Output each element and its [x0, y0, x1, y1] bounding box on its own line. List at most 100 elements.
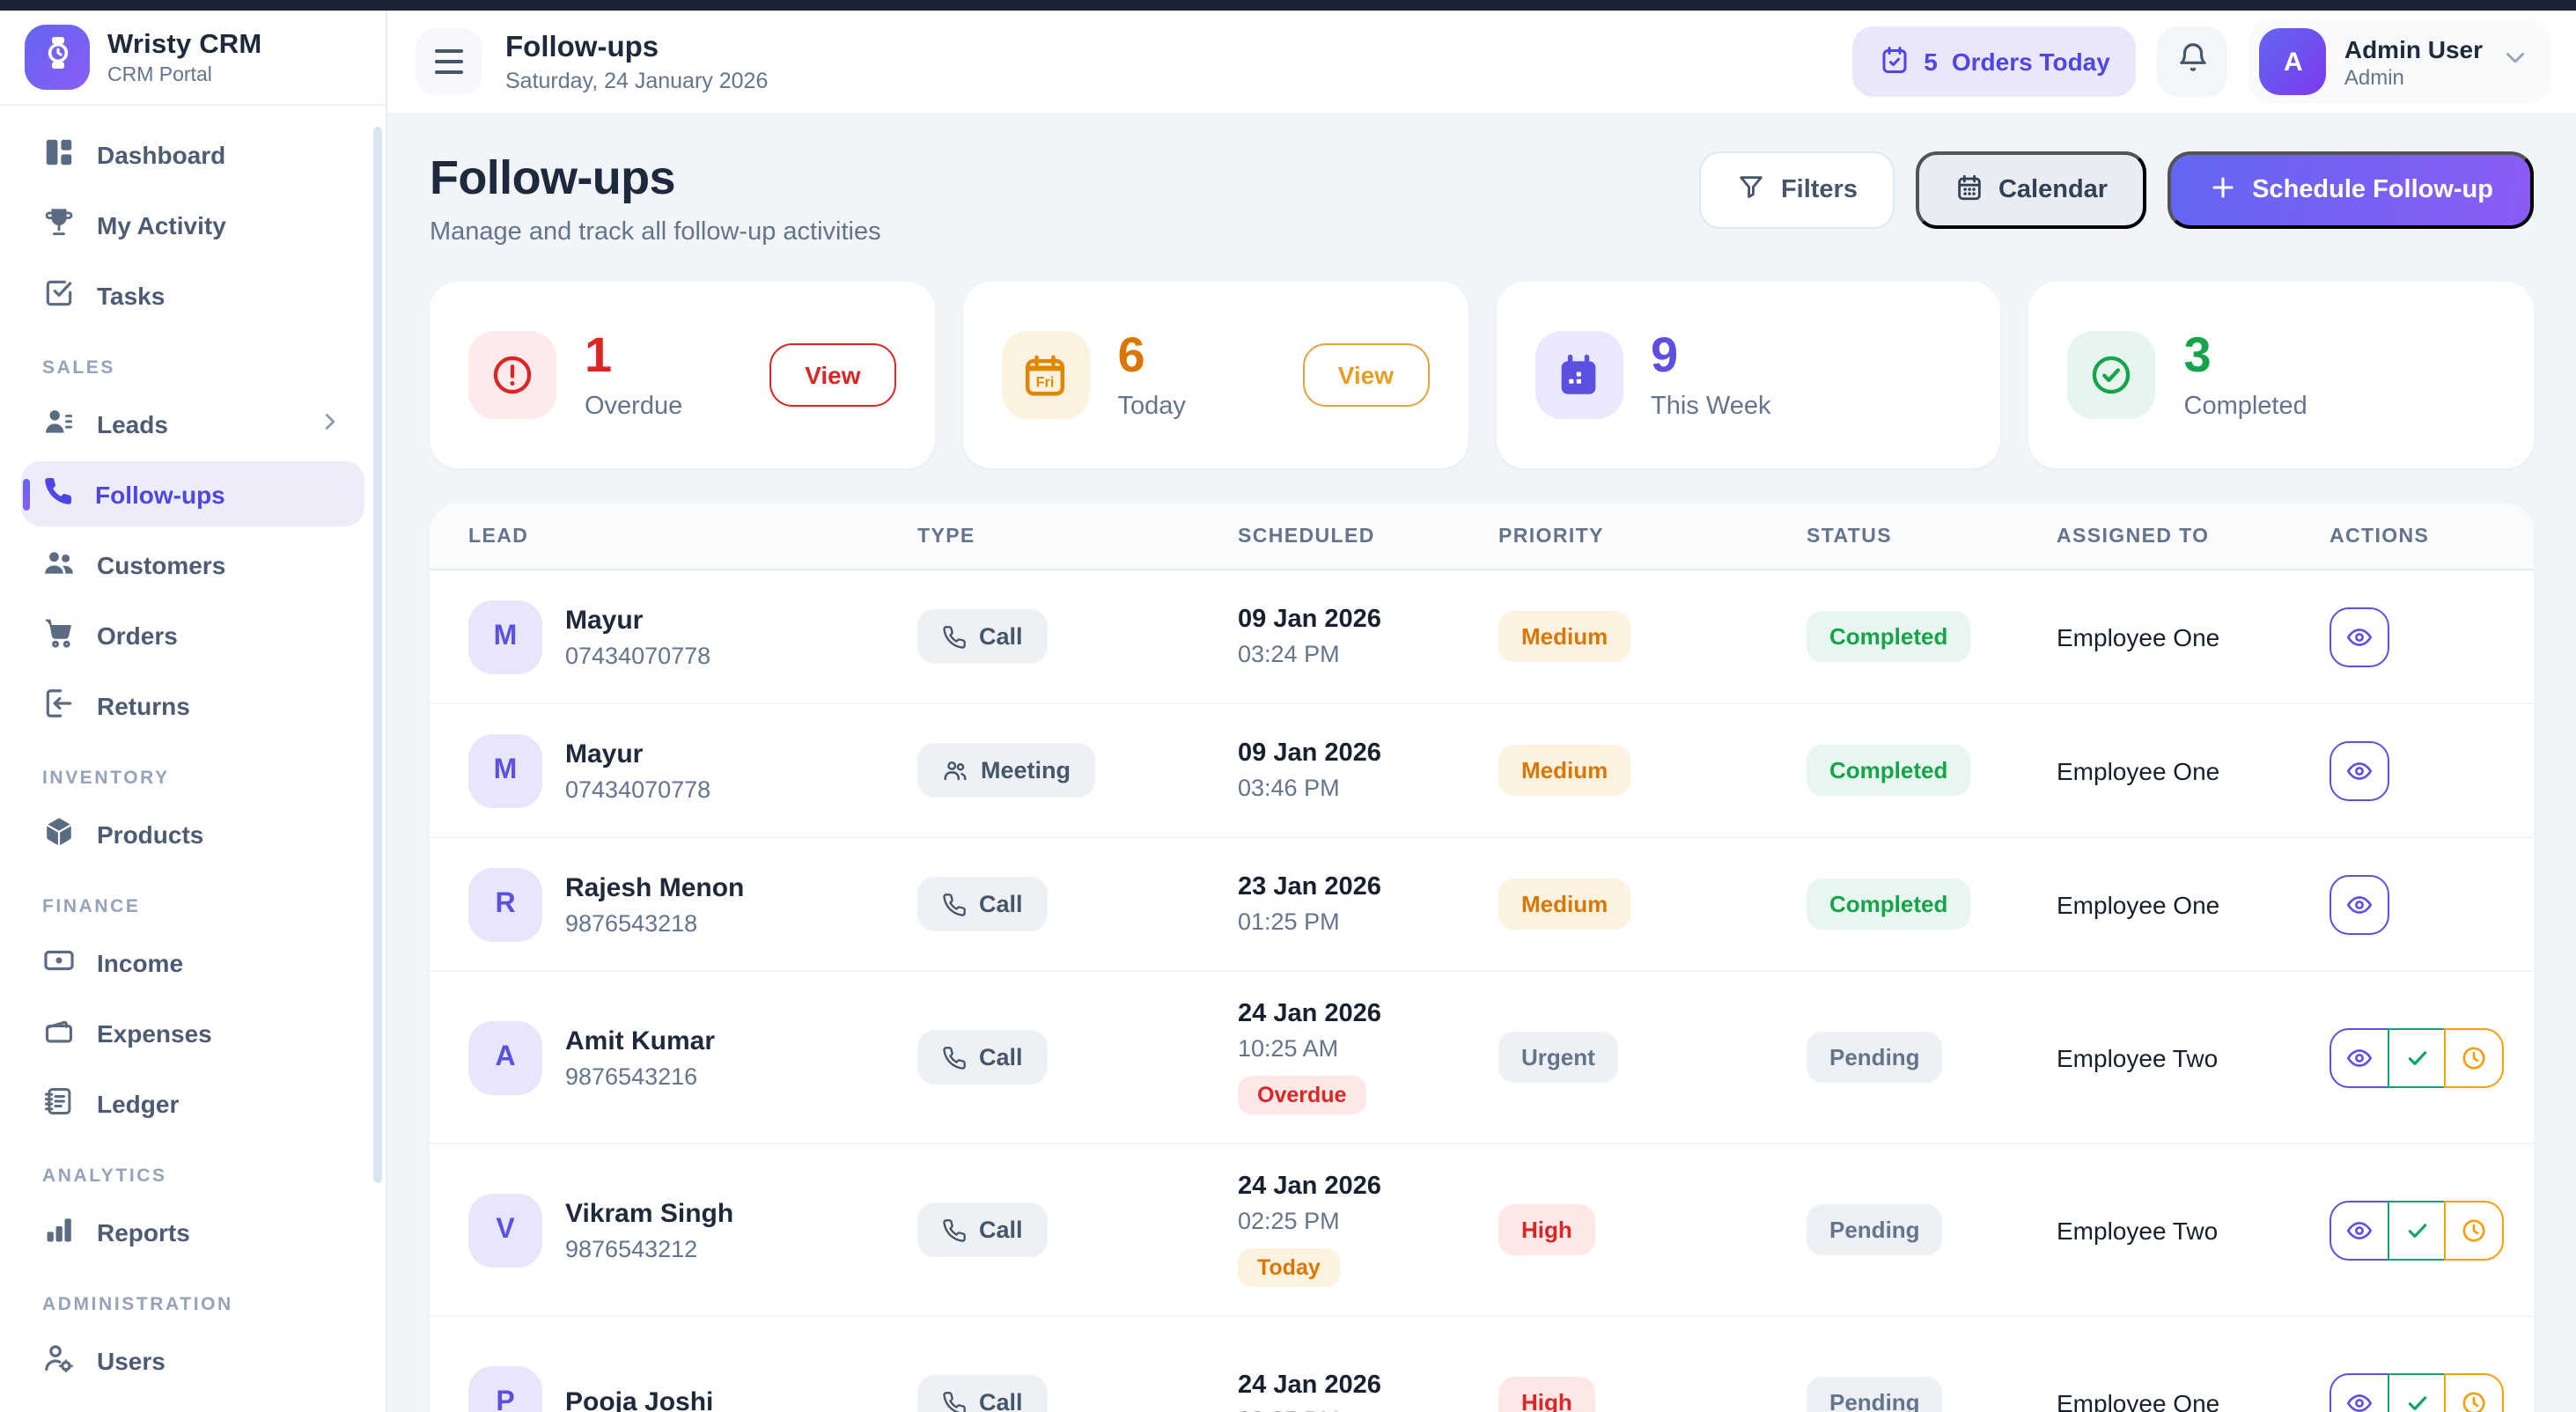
package-icon [42, 814, 76, 853]
table-row: P Pooja Joshi Call 24 Jan 2026 03:25 PM … [430, 1317, 2534, 1412]
view-action-button[interactable] [2329, 740, 2389, 800]
phone-icon [943, 1391, 966, 1412]
table-row: M Mayur 07434070778 Meeting 09 Jan 2026 … [430, 704, 2534, 838]
sidebar-item-leads[interactable]: Leads [21, 391, 364, 456]
lead-phone: 9876543216 [565, 1063, 698, 1089]
schedule-label: Schedule Follow-up [2252, 176, 2493, 204]
lead-name: Rajesh Menon [565, 872, 745, 902]
top-appbar: Follow-ups Saturday, 24 January 2026 5 O… [387, 11, 2576, 113]
notebook-icon [42, 1084, 76, 1122]
view-action-button[interactable] [2329, 1372, 2389, 1412]
view-action-button[interactable] [2329, 1027, 2389, 1087]
sidebar-item-ledger[interactable]: Ledger [21, 1070, 364, 1136]
sidebar-item-label: Returns [97, 691, 190, 719]
lead-phone: 07434070778 [565, 642, 711, 668]
status-badge: Completed [1807, 879, 1971, 930]
check-icon [2407, 1050, 2426, 1064]
appbar-date: Saturday, 24 January 2026 [505, 68, 769, 92]
sidebar-item-follow-ups[interactable]: Follow-ups [21, 461, 364, 526]
user-role: Admin [2344, 64, 2404, 89]
follow-ups-table: LEAD TYPE SCHEDULED PRIORITY STATUS ASSI… [430, 504, 2534, 1412]
sidebar-item-users[interactable]: Users [21, 1327, 364, 1393]
app-tagline: CRM Portal [107, 64, 212, 85]
today-badge: Today [1238, 1248, 1340, 1287]
sidebar-toggle-button[interactable] [416, 28, 482, 95]
schedule-follow-up-button[interactable]: Schedule Follow-up [2168, 151, 2534, 229]
app-logo [25, 25, 90, 90]
view-action-button[interactable] [2329, 1200, 2389, 1260]
sidebar-item-income[interactable]: Income [21, 930, 364, 995]
table-row: A Amit Kumar 9876543216 Call 24 Jan 2026… [430, 972, 2534, 1144]
lead-name: Amit Kumar [565, 1026, 716, 1055]
mark-complete-button[interactable] [2387, 1372, 2447, 1412]
phone-icon [943, 893, 966, 916]
assigned-to: Employee Two [2057, 1043, 2219, 1071]
user-name: Admin User [2344, 34, 2483, 63]
clock-icon [2462, 1218, 2485, 1241]
scheduled-time: 02:25 PM [1238, 1208, 1340, 1234]
orders-today-badge[interactable]: 5 Orders Today [1851, 26, 2137, 97]
sidebar-item-expenses[interactable]: Expenses [21, 1000, 364, 1065]
watch-icon [38, 33, 77, 81]
sidebar-item-label: Expenses [97, 1019, 212, 1047]
stat-card-completed: 3 Completed [2028, 282, 2534, 468]
view-today-button[interactable]: View [1302, 343, 1429, 407]
sidebar-item-reports[interactable]: Reports [21, 1199, 364, 1264]
check-icon [2407, 1395, 2426, 1409]
sidebar-item-customers[interactable]: Customers [21, 532, 364, 597]
scheduled-time: 03:46 PM [1238, 775, 1340, 801]
clock-icon [2462, 1046, 2485, 1069]
mark-complete-button[interactable] [2387, 1200, 2447, 1260]
bell-icon [2176, 40, 2210, 83]
sidebar-item-my-activity[interactable]: My Activity [21, 192, 364, 257]
eye-icon [2346, 895, 2373, 913]
sidebar-nav: Dashboard My Activity Tasks SALES Leads [0, 106, 386, 1408]
sidebar-scrollbar[interactable] [373, 127, 382, 1183]
sidebar-item-tasks[interactable]: Tasks [21, 262, 364, 327]
trophy-icon [42, 205, 76, 244]
sidebar-item-label: Orders [97, 621, 178, 649]
notifications-button[interactable] [2157, 26, 2228, 97]
sidebar-item-orders[interactable]: Orders [21, 602, 364, 667]
table-row: V Vikram Singh 9876543212 Call 24 Jan 20… [430, 1144, 2534, 1317]
sidebar-item-returns[interactable]: Returns [21, 673, 364, 738]
view-action-button[interactable] [2329, 607, 2389, 666]
type-pill: Call [917, 877, 1048, 931]
col-type: TYPE [917, 526, 975, 547]
calendar-view-button[interactable]: Calendar [1915, 151, 2147, 229]
reschedule-button[interactable] [2444, 1200, 2504, 1260]
phone-icon [943, 625, 966, 648]
scheduled-time: 03:24 PM [1238, 641, 1340, 667]
type-pill: Call [917, 1202, 1048, 1257]
scheduled-date: 09 Jan 2026 [1238, 739, 1381, 768]
eye-icon [2346, 761, 2373, 779]
appbar-title: Follow-ups [505, 31, 659, 63]
view-action-button[interactable] [2329, 874, 2389, 934]
wallet-icon [42, 1013, 76, 1052]
stats-row: 1 Overdue View Fri [430, 282, 2534, 468]
reschedule-button[interactable] [2444, 1372, 2504, 1412]
dashboard-icon [42, 135, 76, 173]
type-pill: Call [917, 1030, 1048, 1085]
plus-icon [2208, 172, 2238, 209]
scheduled-time: 03:25 PM [1238, 1407, 1498, 1412]
scheduled-time: 01:25 PM [1238, 908, 1340, 935]
brand: Wristy CRM CRM Portal [0, 11, 386, 106]
sidebar-item-dashboard[interactable]: Dashboard [21, 121, 364, 187]
sidebar-item-label: Reports [97, 1217, 190, 1246]
lead-name: Mayur [565, 605, 644, 635]
hamburger-icon [435, 49, 463, 53]
col-priority: PRIORITY [1498, 526, 1604, 547]
reschedule-button[interactable] [2444, 1027, 2504, 1087]
app-name: Wristy CRM [107, 29, 262, 59]
sidebar-item-products[interactable]: Products [21, 801, 364, 866]
mark-complete-button[interactable] [2387, 1027, 2447, 1087]
priority-badge: Medium [1498, 879, 1631, 930]
status-badge: Pending [1807, 1377, 1943, 1412]
user-menu[interactable]: A Admin User Admin [2248, 19, 2551, 104]
view-overdue-button[interactable]: View [769, 343, 896, 407]
meeting-icon [944, 761, 967, 781]
sidebar-section-administration: ADMINISTRATION [42, 1294, 233, 1315]
eye-icon [2346, 1221, 2373, 1239]
filters-button[interactable]: Filters [1699, 151, 1895, 229]
